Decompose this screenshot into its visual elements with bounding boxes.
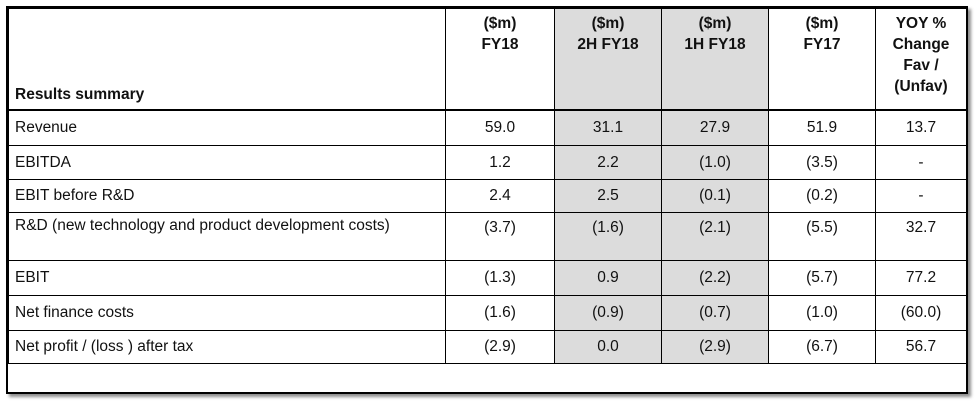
header-row: Results summary ($m) FY18 ($m) 2H FY18 (…: [8, 8, 966, 111]
table-row: R&D (new technology and product developm…: [8, 212, 966, 261]
cell-2h-fy18: (1.6): [554, 212, 662, 261]
cell-fy17: (6.7): [768, 330, 876, 364]
row-label: EBIT: [8, 260, 446, 296]
row-label: Net profit / (loss ) after tax: [8, 330, 446, 364]
cell-1h-fy18: 27.9: [661, 109, 769, 146]
cell-2h-fy18: 0.9: [554, 260, 662, 296]
table-row: Revenue 59.0 31.1 27.9 51.9 13.7: [8, 109, 966, 146]
cell-1h-fy18: (0.7): [661, 295, 769, 331]
header-fy18: ($m) FY18: [445, 8, 555, 111]
cell-yoy: 77.2: [875, 260, 966, 296]
row-label: Net finance costs: [8, 295, 446, 331]
cell-1h-fy18: (2.9): [661, 330, 769, 364]
cell-2h-fy18: 0.0: [554, 330, 662, 364]
cell-fy17: 51.9: [768, 109, 876, 146]
cell-fy17: (5.7): [768, 260, 876, 296]
cell-fy18: (1.6): [445, 295, 555, 331]
row-label: Revenue: [8, 109, 446, 146]
cell-fy17: (3.5): [768, 145, 876, 180]
cell-2h-fy18: (0.9): [554, 295, 662, 331]
header-results-summary: Results summary: [8, 8, 446, 111]
table-row: EBIT (1.3) 0.9 (2.2) (5.7) 77.2: [8, 260, 966, 296]
cell-fy17: (0.2): [768, 179, 876, 213]
cell-fy18: 59.0: [445, 109, 555, 146]
cell-yoy: (60.0): [875, 295, 966, 331]
results-summary-table-frame: Results summary ($m) FY18 ($m) 2H FY18 (…: [6, 6, 968, 394]
cell-1h-fy18: (2.1): [661, 212, 769, 261]
cell-fy18: 1.2: [445, 145, 555, 180]
cell-yoy: 32.7: [875, 212, 966, 261]
cell-2h-fy18: 2.2: [554, 145, 662, 180]
table-row: Net finance costs (1.6) (0.9) (0.7) (1.0…: [8, 295, 966, 331]
table-row: Net profit / (loss ) after tax (2.9) 0.0…: [8, 330, 966, 364]
cell-1h-fy18: (1.0): [661, 145, 769, 180]
table-row: EBIT before R&D 2.4 2.5 (0.1) (0.2) -: [8, 179, 966, 213]
cell-fy17: (5.5): [768, 212, 876, 261]
cell-1h-fy18: (0.1): [661, 179, 769, 213]
row-label: R&D (new technology and product developm…: [8, 212, 446, 261]
row-label: EBIT before R&D: [8, 179, 446, 213]
cell-fy18: (2.9): [445, 330, 555, 364]
row-label: EBITDA: [8, 145, 446, 180]
header-fy17: ($m) FY17: [768, 8, 876, 111]
cell-yoy: 13.7: [875, 109, 966, 146]
cell-fy17: (1.0): [768, 295, 876, 331]
cell-fy18: (1.3): [445, 260, 555, 296]
cell-fy18: (3.7): [445, 212, 555, 261]
cell-2h-fy18: 31.1: [554, 109, 662, 146]
cell-2h-fy18: 2.5: [554, 179, 662, 213]
cell-1h-fy18: (2.2): [661, 260, 769, 296]
cell-fy18: 2.4: [445, 179, 555, 213]
header-2h-fy18: ($m) 2H FY18: [554, 8, 662, 111]
table-row: EBITDA 1.2 2.2 (1.0) (3.5) -: [8, 145, 966, 180]
header-1h-fy18: ($m) 1H FY18: [661, 8, 769, 111]
results-summary-table: Results summary ($m) FY18 ($m) 2H FY18 (…: [8, 8, 966, 364]
cell-yoy: 56.7: [875, 330, 966, 364]
cell-yoy: -: [875, 179, 966, 213]
header-yoy-change: YOY % Change Fav / (Unfav): [875, 8, 966, 111]
cell-yoy: -: [875, 145, 966, 180]
